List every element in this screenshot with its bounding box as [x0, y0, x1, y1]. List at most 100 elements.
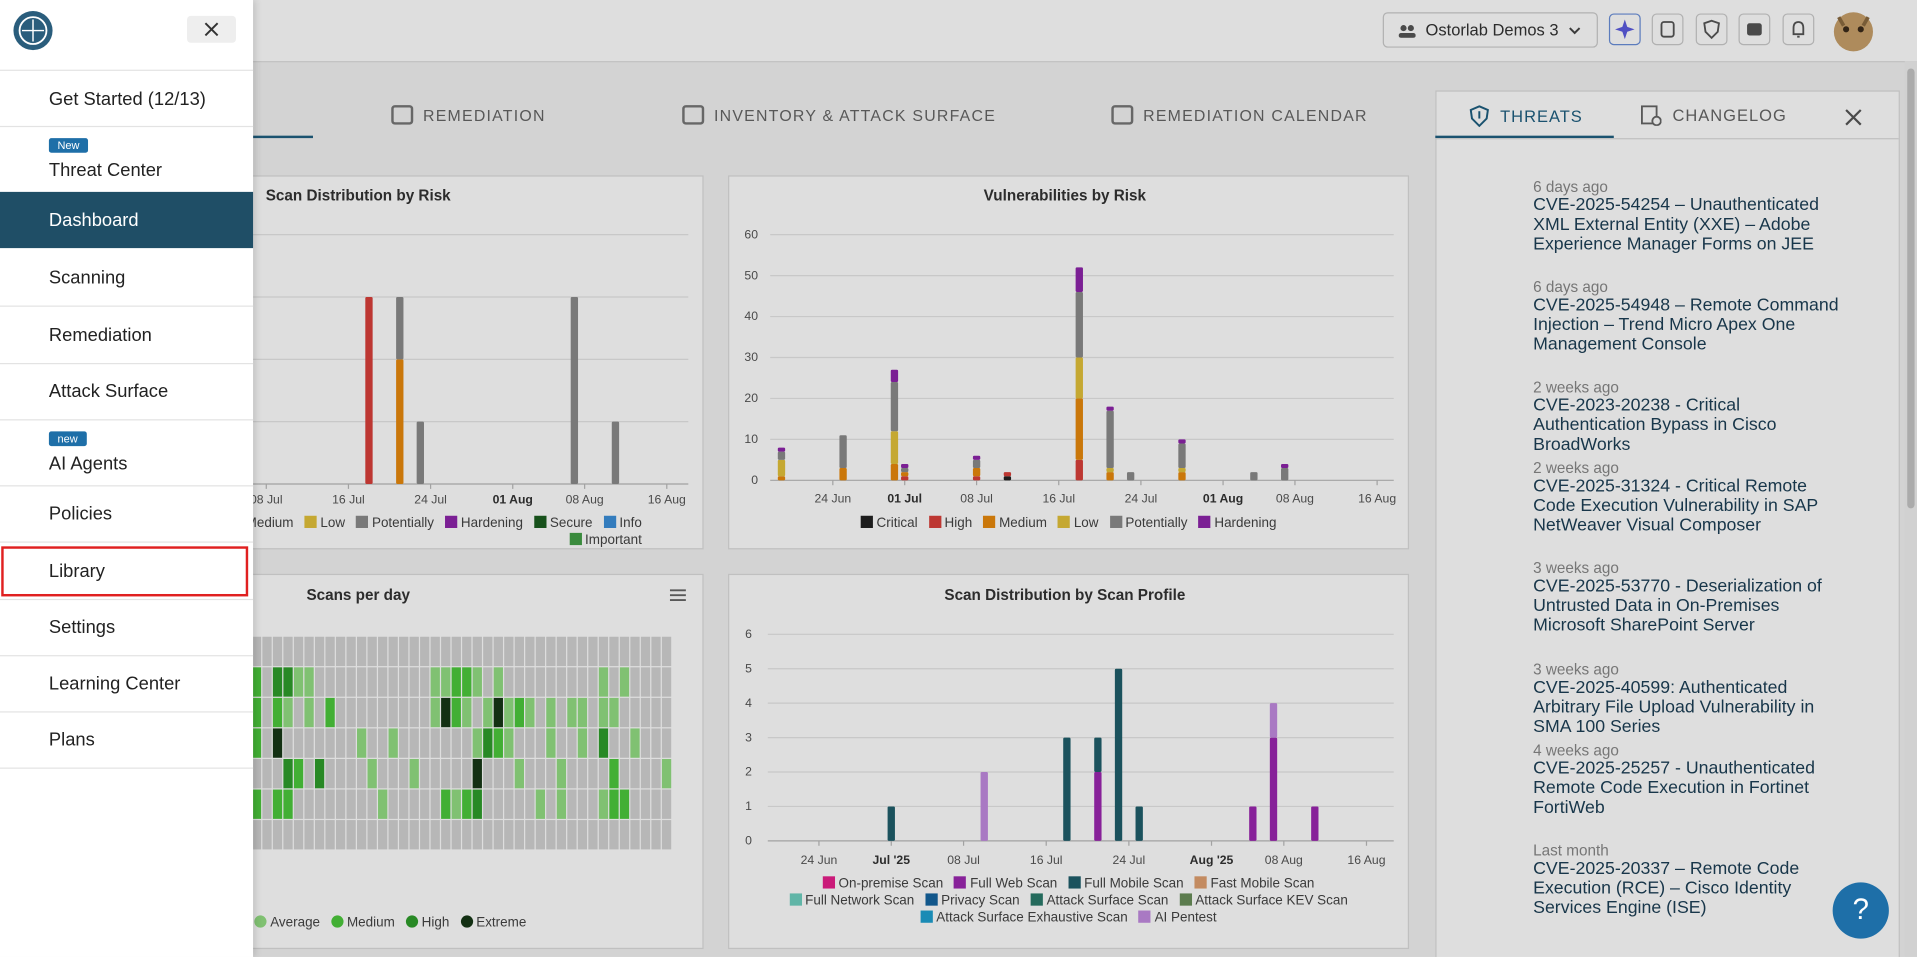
- x-tick-label: 16 Jul: [1042, 491, 1075, 505]
- bar-segment: [890, 431, 899, 464]
- heat-cell: [609, 697, 619, 728]
- y-tick-label: 50: [744, 268, 758, 282]
- threat-item[interactable]: Last month CVE-2025-20337 – Remote Code E…: [1462, 842, 1865, 918]
- heat-cell: [630, 820, 640, 850]
- heat-cell: [567, 758, 577, 789]
- heat-cell: [661, 728, 672, 758]
- heat-cell: [661, 789, 672, 819]
- threat-item[interactable]: 2 weeks ago CVE-2025-31324 - Critical Rem…: [1462, 460, 1865, 536]
- threat-time: 3 weeks ago: [1533, 559, 1619, 577]
- legend-label: AI Pentest: [1154, 910, 1217, 926]
- menu-item[interactable]: Library: [0, 541, 253, 598]
- org-name: Ostorlab Demos 3: [1425, 20, 1559, 40]
- threat-item[interactable]: 2 weeks ago CVE-2023-20238 - Critical Aut…: [1462, 379, 1865, 455]
- menu-item[interactable]: Remediation: [0, 306, 253, 363]
- tab[interactable]: INVENTORY & ATTACK SURFACE: [682, 105, 996, 125]
- heat-cell: [441, 758, 451, 789]
- shield-button[interactable]: [1695, 13, 1728, 46]
- chart-title: Scan Distribution by Scan Profile: [944, 587, 1185, 604]
- threat-title: CVE-2025-54948 – Remote Command Injectio…: [1533, 295, 1839, 355]
- sidebar-close[interactable]: [187, 15, 236, 43]
- heat-cell: [546, 728, 556, 758]
- menu-item[interactable]: Policies: [0, 485, 253, 541]
- menu-item[interactable]: AI Agents new: [0, 419, 253, 485]
- id-button[interactable]: [1738, 13, 1771, 46]
- heat-cell: [640, 697, 651, 728]
- ai-button[interactable]: [1608, 13, 1641, 46]
- threat-item[interactable]: 6 days ago CVE-2025-54254 – Unauthenticat…: [1462, 178, 1865, 254]
- menu-item[interactable]: Settings: [0, 599, 253, 655]
- legend-swatch: [1198, 515, 1211, 528]
- heat-cell: [335, 667, 346, 697]
- help-button[interactable]: ?: [1832, 882, 1889, 939]
- tab[interactable]: REMEDIATION CALENDAR: [1111, 105, 1367, 125]
- heat-cell: [462, 636, 472, 667]
- heat-cell: [272, 636, 283, 667]
- org-selector[interactable]: Ostorlab Demos 3: [1382, 12, 1598, 48]
- heat-cell: [640, 728, 651, 758]
- threat-item[interactable]: 3 weeks ago CVE-2025-40599: Authenticated…: [1462, 661, 1865, 737]
- badge: new: [48, 431, 87, 447]
- y-tick-label: 20: [744, 391, 758, 405]
- scan-button[interactable]: [1651, 13, 1684, 46]
- heat-cell: [346, 697, 356, 728]
- heat-cell: [409, 728, 419, 758]
- tab[interactable]: REMEDIATION: [391, 105, 545, 125]
- bar-segment: [1281, 468, 1289, 481]
- heat-cell: [304, 667, 314, 697]
- y-tick-label: 2: [745, 765, 752, 779]
- heat-cell: [535, 728, 546, 758]
- menu-icon[interactable]: [669, 589, 686, 602]
- heat-cell: [567, 820, 577, 850]
- avatar[interactable]: [1831, 10, 1875, 54]
- heat-cell: [567, 697, 577, 728]
- legend-swatch: [822, 876, 835, 889]
- heat-cell: [661, 758, 672, 789]
- legend-swatch: [925, 893, 938, 906]
- menu-label: Policies: [48, 503, 113, 525]
- legend-label: Attack Surface KEV Scan: [1195, 893, 1348, 909]
- x-tick-label: 08 Jul: [250, 493, 283, 507]
- heat-cell: [630, 636, 640, 667]
- heat-cell: [378, 789, 388, 819]
- heat-cell: [430, 667, 440, 697]
- legend-item: Info: [603, 515, 642, 530]
- threats-tab[interactable]: THREATS: [1469, 105, 1583, 128]
- logo[interactable]: [12, 10, 54, 52]
- heat-cell: [451, 758, 461, 789]
- legend-label: Privacy Scan: [941, 893, 1020, 909]
- notifications[interactable]: [1782, 13, 1815, 46]
- heat-cell: [409, 667, 419, 697]
- menu-item[interactable]: Learning Center: [0, 655, 253, 711]
- threat-time: 3 weeks ago: [1533, 661, 1619, 679]
- threat-item[interactable]: 4 weeks ago CVE-2025-25257 - Unauthentica…: [1462, 742, 1865, 818]
- heat-cell: [619, 667, 630, 697]
- legend-label: Hardening: [1214, 515, 1277, 531]
- panel-close[interactable]: [1845, 109, 1862, 126]
- heat-cell: [588, 820, 598, 850]
- menu-item[interactable]: Threat Center New: [0, 126, 253, 192]
- menu-item[interactable]: Scanning: [0, 248, 253, 305]
- menu-item[interactable]: Attack Surface: [0, 363, 253, 419]
- heat-cell: [567, 667, 577, 697]
- heat-cell: [378, 636, 388, 667]
- legend-label: Potentially: [371, 515, 435, 531]
- threat-item[interactable]: 6 days ago CVE-2025-54948 – Remote Comman…: [1462, 279, 1865, 355]
- menu-label: Plans: [48, 729, 95, 751]
- heat-cell: [472, 758, 482, 789]
- separator: [0, 541, 254, 543]
- heat-cell: [598, 697, 609, 728]
- bar-segment: [396, 359, 404, 484]
- legend-label: Potentially: [1125, 515, 1188, 531]
- menu-item[interactable]: Dashboard: [0, 191, 254, 249]
- menu-item[interactable]: Plans: [0, 711, 253, 767]
- heat-cell: [504, 820, 514, 850]
- heat-cell: [577, 667, 588, 697]
- legend-label: Hardening: [460, 515, 523, 531]
- legend-swatch: [789, 893, 802, 906]
- changelog-tab[interactable]: CHANGELOG: [1641, 105, 1787, 126]
- threat-item[interactable]: 3 weeks ago CVE-2025-53770 - Deserializat…: [1462, 560, 1865, 636]
- menu-item[interactable]: Get Started (12/13): [0, 71, 253, 126]
- heat-cell: [472, 667, 482, 697]
